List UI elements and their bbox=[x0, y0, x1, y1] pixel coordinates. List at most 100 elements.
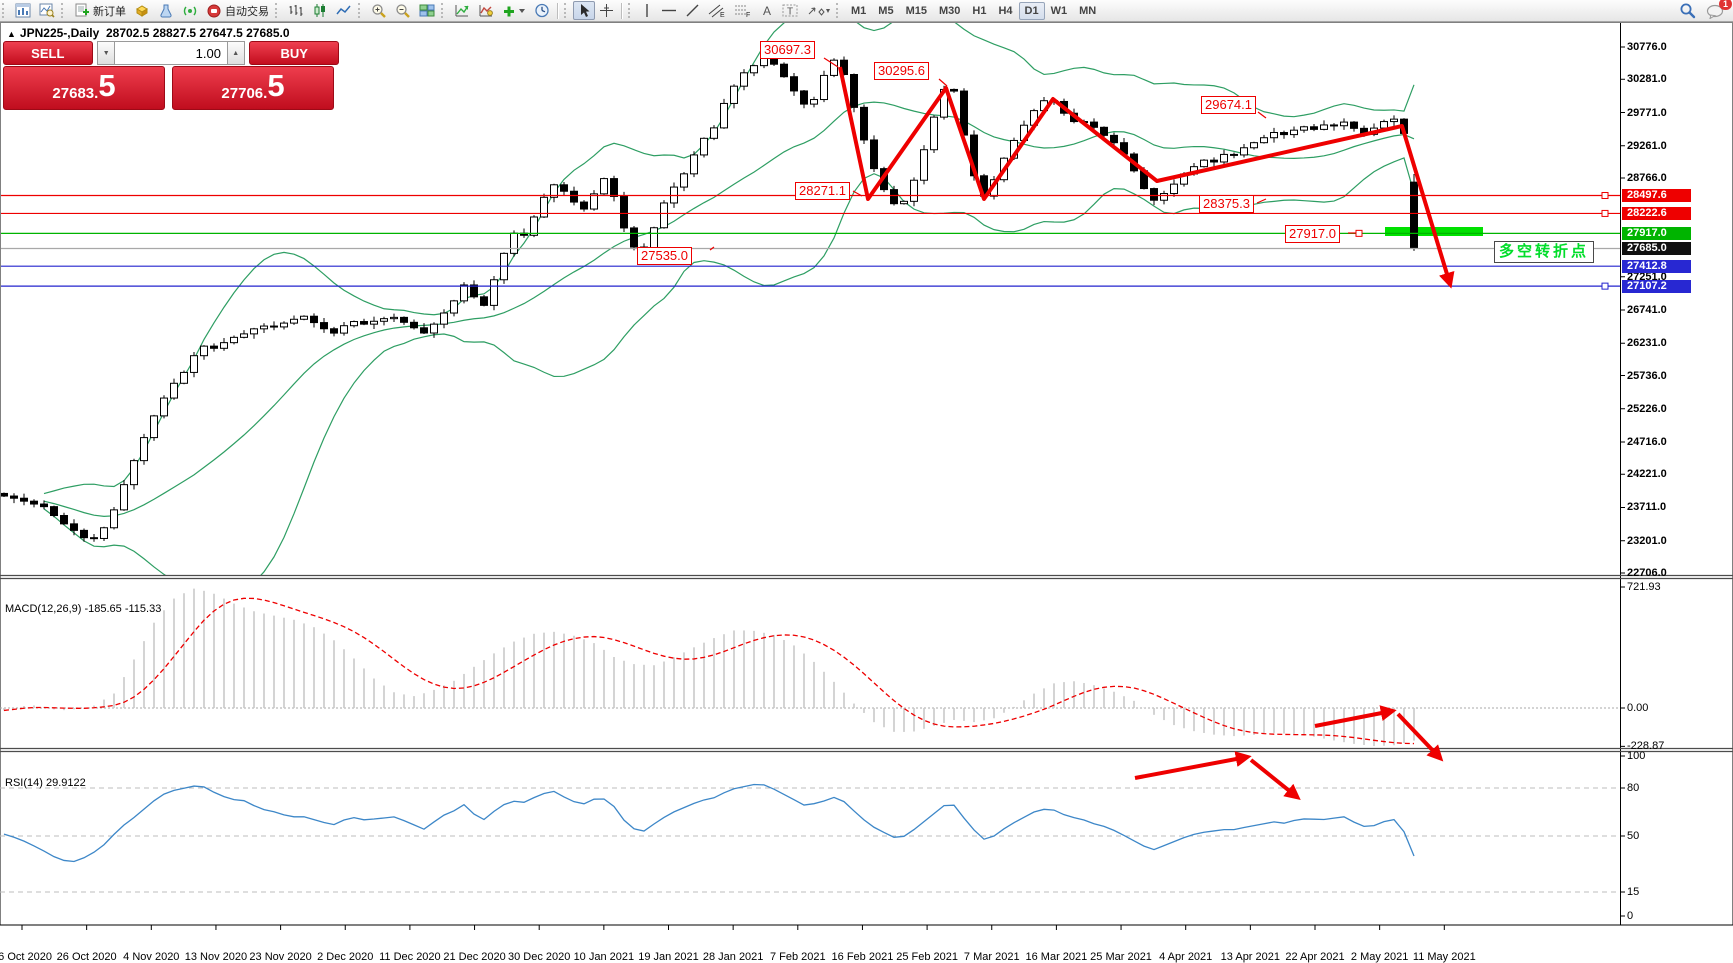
sell-price-pip: 5 bbox=[98, 68, 116, 103]
level-handle[interactable] bbox=[1601, 209, 1609, 217]
trendline-button[interactable] bbox=[681, 1, 704, 20]
x-axis-date-label: 16 Mar 2021 bbox=[1025, 951, 1088, 963]
x-axis-date-label: 19 Jan 2021 bbox=[638, 951, 699, 963]
timeframe-h4[interactable]: H4 bbox=[998, 4, 1013, 17]
x-axis-date-label: 4 Nov 2020 bbox=[123, 951, 180, 963]
price-flag-30295.6[interactable]: 30295.6 bbox=[874, 62, 929, 80]
y-axis-label: 26231.0 bbox=[1627, 337, 1667, 350]
horizontal-line-icon bbox=[661, 3, 677, 18]
x-axis-date-label: 23 Nov 2020 bbox=[249, 951, 312, 963]
volume-input[interactable] bbox=[114, 41, 227, 65]
price-flag-28271.1[interactable]: 28271.1 bbox=[795, 182, 850, 200]
zoom-out-button[interactable] bbox=[391, 1, 415, 20]
buy-button[interactable]: BUY bbox=[249, 41, 339, 65]
y-axis-label: 22706.0 bbox=[1627, 567, 1667, 579]
timeframe-h1[interactable]: H1 bbox=[972, 4, 987, 17]
tile-windows-button[interactable] bbox=[415, 1, 439, 20]
volume-increase-button[interactable]: ▲ bbox=[226, 41, 245, 65]
crosshair-icon bbox=[599, 3, 614, 18]
price-flag-30697.3[interactable]: 30697.3 bbox=[760, 41, 815, 59]
turning-point-note[interactable]: 多空转折点 bbox=[1494, 241, 1595, 263]
x-axis-date-label: 11 May 2021 bbox=[1412, 951, 1476, 963]
line-chart-button[interactable] bbox=[332, 1, 356, 20]
candle-chart-button[interactable] bbox=[308, 1, 332, 20]
macd-indicator-label: MACD(12,26,9) -185.65 -115.33 bbox=[5, 603, 162, 615]
volume-decrease-button[interactable]: ▼ bbox=[97, 41, 115, 65]
price-flag-28375.3[interactable]: 28375.3 bbox=[1199, 195, 1254, 213]
indicator-trend-arrow[interactable] bbox=[1314, 705, 1397, 728]
y-axis-label: 29261.0 bbox=[1627, 139, 1667, 152]
vertical-line-button[interactable] bbox=[637, 1, 657, 20]
community-button[interactable] bbox=[154, 1, 178, 20]
timeframe-w1[interactable]: W1 bbox=[1050, 4, 1068, 17]
indicator-trend-arrow[interactable] bbox=[1134, 751, 1252, 780]
x-axis-date-label: 7 Mar 2021 bbox=[963, 951, 1020, 963]
indicator-trend-arrow[interactable] bbox=[1249, 758, 1301, 801]
toolbar-grip bbox=[836, 3, 843, 18]
price-tag-28497.6: 28497.6 bbox=[1622, 189, 1691, 202]
indicator-trend-arrow[interactable] bbox=[1396, 712, 1444, 762]
label-button[interactable]: T bbox=[778, 1, 802, 20]
zoom-in-button[interactable] bbox=[367, 1, 391, 20]
notification-badge: 1 bbox=[1718, 0, 1732, 10]
macd-axis-label: 0.00 bbox=[1627, 702, 1649, 714]
chart-symbol-period: JPN225-,Daily bbox=[19, 26, 100, 40]
timeframe-m5[interactable]: M5 bbox=[878, 4, 894, 17]
sell-price-box[interactable]: 27683. 5 bbox=[3, 66, 165, 110]
zoom-out-icon bbox=[395, 3, 411, 18]
period-icon bbox=[534, 3, 550, 18]
chart-canvas[interactable] bbox=[0, 22, 1733, 942]
horizontal-line-button[interactable] bbox=[657, 1, 681, 20]
price-flag-27917.0[interactable]: 27917.0 bbox=[1285, 225, 1340, 243]
price-flag-29674.1[interactable]: 29674.1 bbox=[1201, 96, 1256, 114]
channel-button[interactable]: E bbox=[704, 1, 730, 20]
collapse-triangle-icon[interactable]: ▲ bbox=[7, 29, 16, 39]
profiles-button[interactable] bbox=[35, 1, 59, 20]
fibonacci-button[interactable]: F bbox=[730, 1, 756, 20]
autotrade-button[interactable]: 自动交易 bbox=[202, 1, 273, 20]
signals-button[interactable] bbox=[178, 1, 202, 20]
community-icon bbox=[158, 3, 174, 18]
crosshair-button[interactable] bbox=[595, 1, 618, 20]
price-tag-27412.8: 27412.8 bbox=[1622, 259, 1691, 273]
new-chart-button[interactable] bbox=[11, 1, 35, 20]
text-button[interactable]: A bbox=[756, 1, 778, 20]
tile-windows-icon bbox=[419, 3, 435, 18]
timeframe-d1[interactable]: D1 bbox=[1018, 1, 1045, 20]
add-indicator-dropdown[interactable] bbox=[498, 1, 530, 20]
new-order-button[interactable]: 新订单 bbox=[70, 1, 130, 20]
macd-axis-label: 721.93 bbox=[1627, 581, 1661, 593]
fibonacci-icon: F bbox=[734, 3, 752, 18]
timeframe-m30[interactable]: M30 bbox=[938, 4, 961, 17]
buy-price-box[interactable]: 27706. 5 bbox=[172, 66, 334, 110]
notifications-icon[interactable]: 1 bbox=[1706, 0, 1732, 19]
x-axis-date-label: 2 Dec 2020 bbox=[317, 951, 374, 963]
trend-zigzag-arrow[interactable] bbox=[838, 66, 1455, 289]
timeframe-m1[interactable]: M1 bbox=[851, 4, 867, 17]
indicators-button[interactable] bbox=[450, 1, 474, 20]
text-icon: A bbox=[760, 3, 774, 18]
cursor-button[interactable] bbox=[573, 1, 595, 20]
sell-button[interactable]: SELL bbox=[3, 41, 93, 65]
macd-histogram bbox=[3, 588, 1415, 747]
timeframe-mn[interactable]: MN bbox=[1079, 4, 1097, 17]
bollinger-lower-band bbox=[43, 157, 1415, 575]
label-icon: T bbox=[782, 3, 798, 18]
search-icon[interactable] bbox=[1679, 2, 1696, 19]
gold-button[interactable] bbox=[130, 1, 154, 20]
bar-chart-button[interactable] bbox=[284, 1, 308, 20]
period-button[interactable] bbox=[530, 1, 554, 20]
x-axis-date-label: 21 Dec 2020 bbox=[443, 951, 506, 963]
shapes-dropdown[interactable] bbox=[802, 1, 834, 20]
rsi-axis-label: 100 bbox=[1627, 750, 1646, 762]
level-handle[interactable] bbox=[1601, 282, 1609, 290]
objects-list-button[interactable] bbox=[474, 1, 498, 20]
level-handle[interactable] bbox=[1601, 192, 1609, 200]
bar-chart-icon bbox=[288, 3, 304, 18]
price-flag-27535.0[interactable]: 27535.0 bbox=[637, 247, 692, 265]
y-axis-label: 25226.0 bbox=[1627, 402, 1667, 415]
gold-icon bbox=[134, 3, 150, 18]
x-axis-date-label: 25 Feb 2021 bbox=[896, 951, 958, 963]
timeframe-m15[interactable]: M15 bbox=[905, 4, 927, 17]
macd-axis-label: -228.87 bbox=[1627, 740, 1665, 753]
